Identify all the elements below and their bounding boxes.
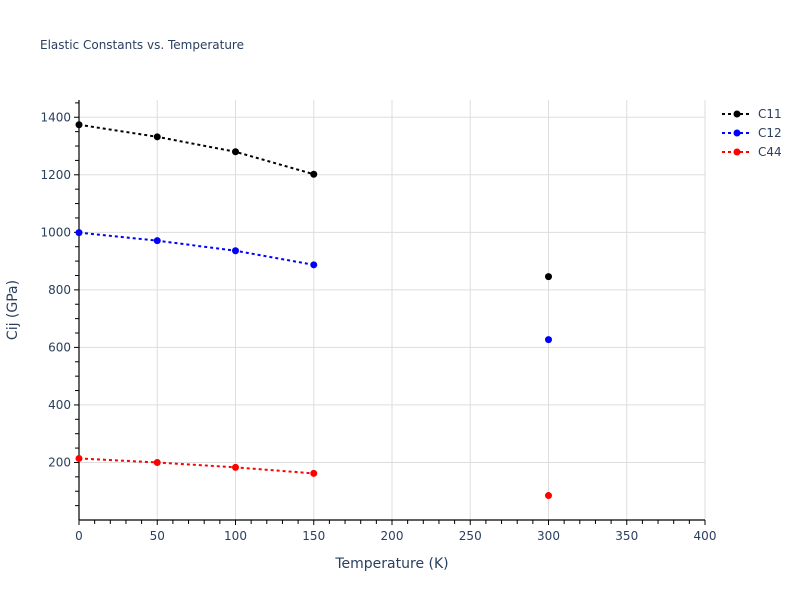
x-tick-label: 0 (75, 529, 83, 543)
y-tick-label: 1200 (40, 168, 71, 182)
y-tick-label: 400 (48, 398, 71, 412)
series-line (78, 231, 314, 266)
data-point[interactable] (310, 261, 318, 269)
legend-marker-icon (733, 148, 741, 156)
data-point[interactable] (153, 133, 161, 141)
legend[interactable]: C11 C12 C44 (722, 107, 782, 159)
data-point[interactable] (232, 463, 239, 471)
data-point[interactable] (75, 229, 83, 237)
data-point[interactable] (75, 454, 83, 462)
data-point[interactable] (545, 273, 552, 281)
data-point[interactable] (153, 237, 161, 245)
data-point[interactable] (75, 121, 83, 129)
x-tick-label: 300 (537, 529, 560, 543)
data-point[interactable] (310, 469, 318, 477)
x-tick-label: 50 (150, 529, 165, 543)
data-point[interactable] (545, 492, 552, 500)
axes: 0 50 100 150 200 250 300 350 400 200 400 600 800 1000… (40, 100, 716, 543)
legend-label: C44 (758, 145, 782, 159)
data-point[interactable] (232, 148, 239, 156)
y-tick-label: 1400 (40, 110, 71, 124)
chart-title: Elastic Constants vs. Temperature (40, 38, 244, 52)
series-c44 (75, 454, 552, 500)
x-tick-label: 250 (459, 529, 482, 543)
legend-item-c11[interactable]: C11 (722, 107, 782, 121)
legend-item-c12[interactable]: C12 (722, 126, 782, 140)
x-tick-label: 200 (381, 529, 404, 543)
y-tick-label: 200 (48, 455, 71, 469)
data-point[interactable] (545, 336, 552, 344)
series-line (78, 123, 315, 176)
data-point[interactable] (310, 170, 318, 178)
data-point[interactable] (232, 247, 239, 255)
y-tick-label: 800 (48, 283, 71, 297)
data-point[interactable] (153, 458, 161, 466)
y-tick-label: 1000 (40, 225, 71, 239)
legend-marker-icon (733, 110, 741, 118)
x-tick-label: 150 (302, 529, 325, 543)
gridlines (79, 100, 706, 520)
x-tick-label: 400 (694, 529, 717, 543)
legend-item-c44[interactable]: C44 (722, 145, 782, 159)
series-c12 (75, 229, 552, 344)
series-line (78, 457, 314, 475)
y-tick-label: 600 (48, 340, 71, 354)
legend-label: C12 (758, 126, 782, 140)
legend-label: C11 (758, 107, 782, 121)
x-axis-title: Temperature (K) (334, 556, 448, 572)
data-series (75, 121, 552, 500)
legend-marker-icon (733, 129, 741, 137)
y-axis-title: Cij (GPa) (5, 280, 21, 340)
x-tick-label: 100 (224, 529, 247, 543)
series-c11 (75, 121, 552, 281)
x-tick-label: 350 (615, 529, 638, 543)
